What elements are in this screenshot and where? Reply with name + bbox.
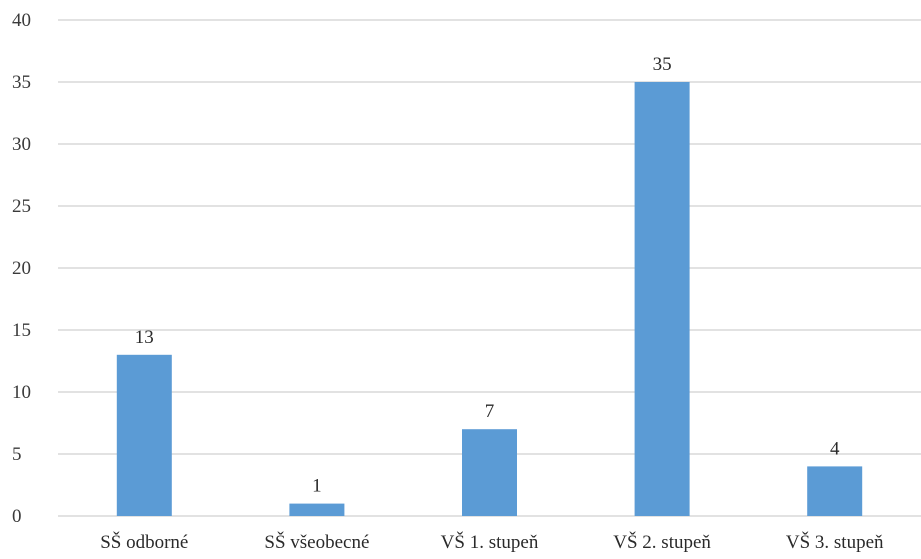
x-category-label: VŠ 3. stupeň — [786, 531, 884, 553]
data-labels: 13 1 7 35 4 — [135, 54, 840, 497]
gridlines — [58, 19, 921, 517]
y-tick-label: 40 — [12, 10, 31, 31]
y-tick-label: 30 — [12, 134, 31, 155]
bar — [116, 354, 172, 516]
bar-value-label: 4 — [830, 438, 840, 459]
bar-value-label: 7 — [485, 401, 495, 422]
bar-value-label: 35 — [653, 54, 672, 75]
bar — [462, 429, 517, 516]
y-tick-label: 25 — [12, 196, 31, 217]
y-axis-tick-labels: 0 5 10 15 20 25 30 35 40 — [12, 10, 31, 527]
bar — [634, 82, 690, 516]
y-tick-label: 35 — [12, 72, 31, 93]
bar — [807, 466, 863, 516]
x-category-label: SŠ odborné — [100, 531, 188, 553]
y-tick-label: 10 — [12, 382, 31, 403]
x-category-label: SŠ všeobecné — [264, 531, 369, 553]
x-category-label: VŠ 1. stupeň — [441, 531, 539, 553]
y-tick-label: 5 — [12, 444, 22, 465]
y-tick-label: 0 — [12, 506, 22, 527]
bars — [116, 82, 863, 516]
bar-value-label: 1 — [312, 476, 322, 497]
x-axis-category-labels: SŠ odborné SŠ všeobecné VŠ 1. stupeň VŠ 2. … — [100, 531, 884, 553]
y-tick-label: 15 — [12, 320, 31, 341]
y-tick-label: 20 — [12, 258, 31, 279]
bar — [289, 503, 345, 516]
x-category-label: VŠ 2. stupeň — [613, 531, 711, 553]
bar-value-label: 13 — [135, 327, 154, 348]
